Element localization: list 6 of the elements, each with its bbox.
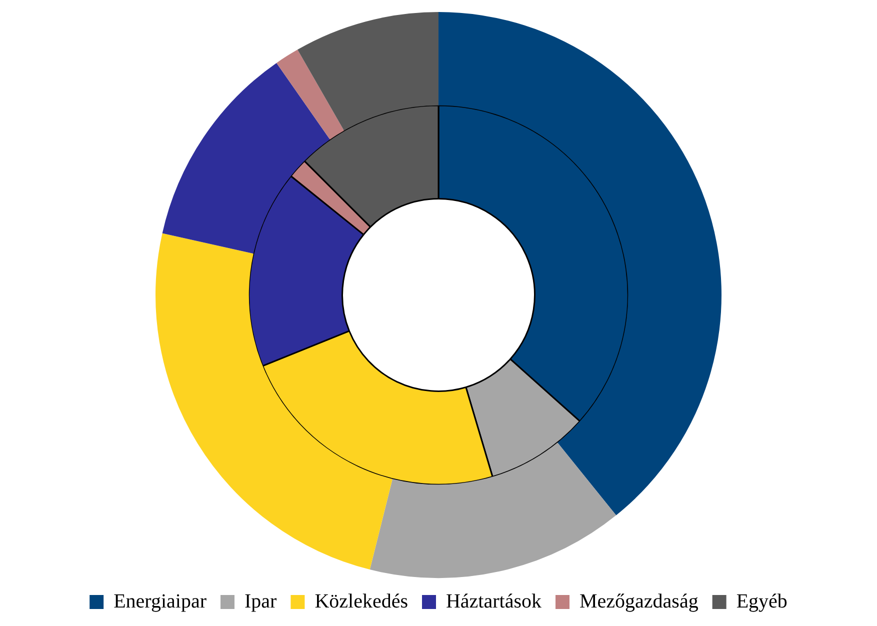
legend-label: Energiaipar: [114, 590, 207, 612]
legend-label: Közlekedés: [314, 590, 408, 612]
legend-label: Egyéb: [736, 590, 788, 612]
legend-label: Háztartások: [446, 590, 542, 612]
legend-label: Mezőgazdaság: [579, 590, 698, 612]
legend-label: Ipar: [244, 590, 278, 612]
